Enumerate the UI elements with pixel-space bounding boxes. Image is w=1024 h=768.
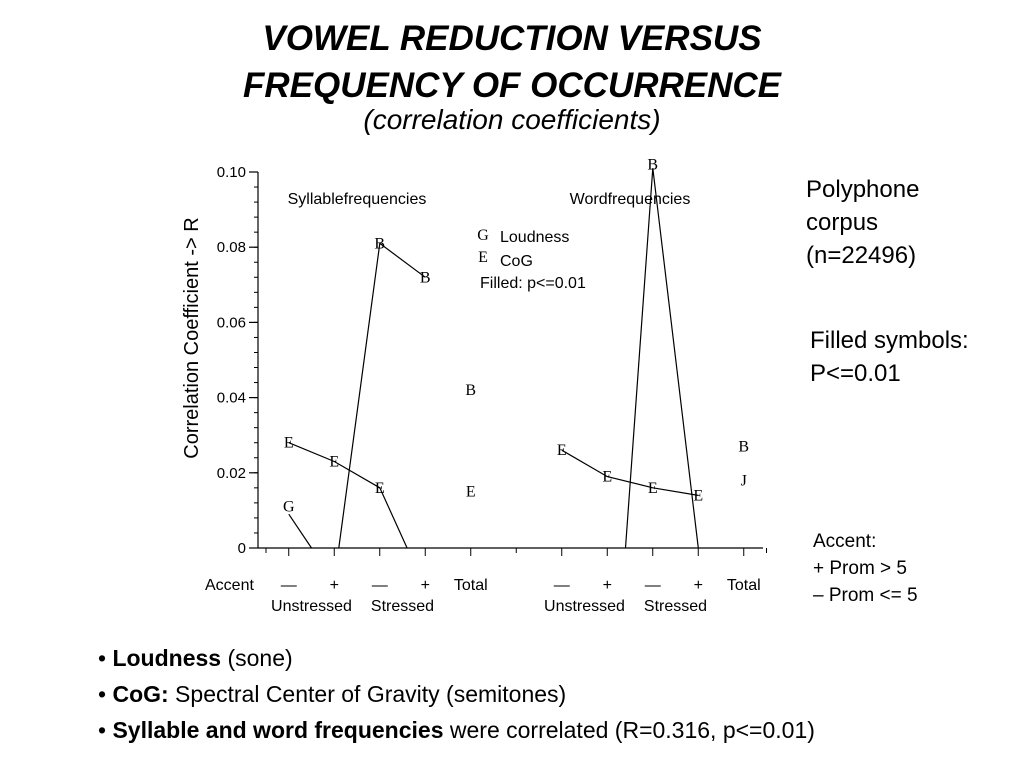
filled-note-line: P<=0.01 [810, 360, 901, 387]
corpus-note-line: (n=22496) [806, 242, 917, 269]
legend-label: Loudness [500, 229, 569, 246]
legend-symbol: G [477, 227, 489, 244]
data-point-E: E [284, 435, 294, 452]
data-point-E: E [693, 487, 703, 504]
data-point-E: E [375, 480, 385, 497]
accent-axis-label: Accent [205, 577, 254, 594]
x-tick-label: Total [727, 577, 761, 594]
accent-note-line: + Prom > 5 [813, 558, 907, 579]
x-tick-label: + [694, 577, 703, 594]
series-line [288, 513, 312, 549]
bullet-bold: CoG: [112, 681, 169, 707]
x-tick-label: — [645, 577, 661, 594]
slide-subtitle: (correlation coefficients) [363, 104, 661, 135]
bullet-item: • Syllable and word frequencies were cor… [98, 717, 815, 743]
data-point-B: B [738, 438, 749, 455]
correlation-chart: 0 0.02 0.04 0.06 0.08 0.10 Correlation Coeffic… [181, 156, 767, 615]
x-tick-label: Total [454, 577, 488, 594]
accent-note-line: – Prom <= 5 [813, 585, 918, 606]
panel-label: Syllablefrequencies [288, 191, 427, 208]
slide-title-line-1: VOWEL REDUCTION VERSUS [262, 19, 762, 58]
bullet-text: (sone) [221, 645, 293, 671]
corpus-note-line: corpus [806, 209, 879, 236]
data-point-J: J [741, 472, 747, 489]
data-point-E: E [648, 480, 658, 497]
x-group-label: Unstressed [544, 598, 625, 615]
bullet-text: Spectral Center of Gravity (semitones) [168, 681, 567, 707]
x-group-label: Unstressed [271, 598, 352, 615]
x-group-label: Stressed [371, 598, 434, 615]
filled-note-line: Filled symbols: [810, 327, 969, 354]
bullet-bold: Loudness [112, 645, 222, 671]
series-line [624, 168, 699, 549]
y-tick-label: 0 [238, 540, 246, 557]
corpus-note-line: Polyphone [806, 176, 920, 203]
y-axis-label: Correlation Coefficient -> R [181, 217, 203, 458]
y-tick-label: 0.06 [217, 314, 246, 331]
data-point-B: B [374, 235, 385, 252]
bullet-bold: Syllable and word frequencies [112, 717, 444, 743]
x-tick-label: — [554, 577, 570, 594]
y-tick-label: 0.08 [217, 239, 246, 256]
series-line [288, 442, 381, 489]
series-line [338, 242, 426, 549]
corpus-note: Polyphone corpus (n=22496) [806, 173, 919, 272]
data-point-B: B [647, 156, 658, 173]
x-group-label: Stressed [644, 598, 707, 615]
data-point-G: G [283, 499, 295, 516]
bullet-item: • CoG: Spectral Center of Gravity (semit… [98, 681, 567, 707]
y-tick-label: 0.04 [217, 390, 246, 407]
x-tick-label: + [603, 577, 612, 594]
data-point-E: E [329, 454, 339, 471]
series-line [379, 487, 408, 549]
accent-note: Accent: + Prom > 5 – Prom <= 5 [813, 528, 918, 609]
y-tick-label: 0.10 [217, 164, 246, 181]
x-tick-label: — [372, 577, 388, 594]
panel-label: Wordfrequencies [570, 191, 691, 208]
data-point-E: E [466, 484, 476, 501]
bullet-item: • Loudness (sone) [98, 645, 293, 671]
slide-title-line-2: FREQUENCY OF OCCURRENCE [242, 66, 781, 105]
legend-note: Filled: p<=0.01 [480, 275, 586, 292]
data-point-B: B [420, 269, 431, 286]
accent-note-line: Accent: [813, 531, 877, 552]
legend-label: CoG [500, 253, 533, 270]
filled-symbols-note: Filled symbols: P<=0.01 [810, 324, 969, 390]
x-tick-label: + [330, 577, 339, 594]
data-point-B: B [465, 382, 476, 399]
bullet-text: were correlated (R=0.316, p<=0.01) [443, 717, 815, 743]
bullet-list: • Loudness (sone) • CoG: Spectral Center… [98, 640, 815, 748]
x-tick-label: — [281, 577, 297, 594]
y-tick-label: 0.02 [217, 465, 246, 482]
x-tick-label: + [421, 577, 430, 594]
data-point-E: E [557, 442, 567, 459]
legend-symbol: E [478, 249, 488, 266]
data-point-E: E [602, 469, 612, 486]
